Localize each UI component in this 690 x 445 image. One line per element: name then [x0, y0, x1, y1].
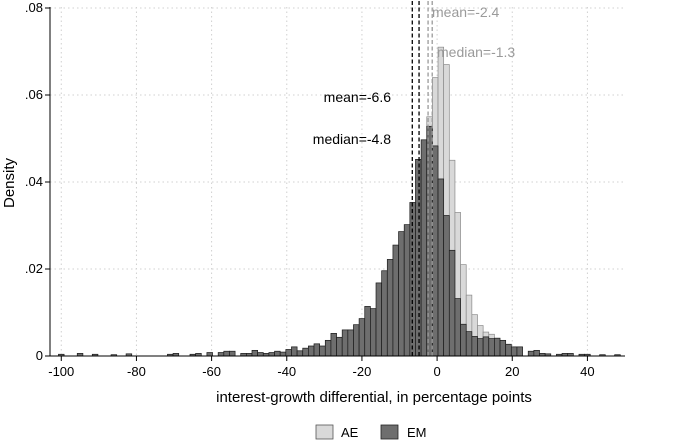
x-tick-label: 40 [580, 364, 594, 379]
em-histogram-bar [347, 329, 354, 357]
legend: AE EM [315, 424, 427, 440]
em-histogram-bar [527, 350, 535, 357]
em-histogram-bar [274, 350, 281, 357]
x-tick-label: 20 [505, 364, 519, 379]
x-axis-title: interest-growth differential, in percent… [216, 389, 532, 406]
em-histogram-bar [386, 259, 394, 357]
em-histogram-bar [403, 224, 411, 357]
y-tick-label: 0 [36, 348, 43, 363]
em-histogram-bar [392, 244, 399, 357]
em-histogram-bar [415, 159, 422, 357]
x-tick-label: -80 [127, 364, 146, 379]
em-histogram-bar [336, 336, 343, 357]
em-histogram-bar [302, 347, 309, 357]
em-histogram-bar [319, 345, 326, 357]
em-histogram-bar [482, 336, 490, 357]
legend-swatch-em [380, 424, 399, 440]
x-tick-label: -60 [202, 364, 221, 379]
grid-lines [50, 7, 625, 357]
em-histogram-bar [223, 350, 230, 357]
em-histogram-bar [494, 337, 501, 357]
em-histogram-bar [358, 318, 366, 357]
em-histogram-bar [206, 352, 213, 357]
em-histogram-bar [432, 145, 439, 357]
em-histogram-bar [370, 308, 377, 357]
em-histogram-bar [510, 346, 518, 357]
em-histogram-bar [375, 282, 383, 357]
em-histogram-bar [291, 346, 298, 357]
y-tick-label: .06 [25, 87, 43, 102]
em-histogram-bar [465, 331, 473, 357]
annotations: mean=-6.6 median=-4.8 mean=-2.4 median=-1.3 [313, 4, 516, 147]
em-histogram-bar [285, 349, 292, 357]
x-tick-label: -40 [277, 364, 296, 379]
x-tick-label: 0 [433, 364, 440, 379]
em-histogram-bar [516, 346, 523, 357]
em-histogram-bar [505, 343, 512, 357]
em-median-label: median=-4.8 [313, 131, 391, 147]
em-series-bars [58, 125, 621, 357]
em-histogram-bar [499, 339, 507, 357]
em-histogram-bar [533, 349, 540, 357]
em-histogram-bar [437, 178, 445, 357]
em-histogram-bar [454, 298, 461, 357]
reference-lines [411, 1, 433, 356]
y-axis-title: Density [1, 157, 18, 208]
em-histogram-bar [460, 323, 467, 357]
em-histogram-bar [364, 306, 371, 357]
legend-label-em: EM [407, 425, 427, 440]
em-histogram-bar [229, 350, 236, 357]
em-histogram-bar [217, 352, 225, 357]
em-histogram-bar [420, 139, 428, 357]
em-histogram-bar [268, 352, 275, 357]
y-tick-label: .08 [25, 0, 43, 15]
legend-swatch-ae [315, 424, 334, 440]
em-histogram-bar [341, 329, 349, 357]
ae-median-label: median=-1.3 [437, 44, 515, 60]
em-mean-label: mean=-6.6 [324, 89, 392, 105]
em-histogram-bar [398, 231, 405, 357]
em-histogram-bar [313, 343, 320, 357]
em-histogram-bar [279, 351, 287, 357]
legend-label-ae: AE [341, 425, 359, 440]
ae-mean-label: mean=-2.4 [432, 4, 500, 20]
em-histogram-bar [308, 345, 315, 357]
em-histogram-bar [330, 333, 337, 357]
y-tick-label: .02 [25, 261, 43, 276]
em-histogram-bar [477, 338, 484, 357]
em-histogram-bar [488, 338, 495, 357]
em-histogram-bar [257, 352, 264, 357]
em-histogram-bar [471, 336, 478, 357]
em-histogram-bar [443, 215, 450, 357]
x-tick-label: -100 [48, 364, 74, 379]
em-histogram-bar [324, 339, 332, 357]
em-histogram-bar [296, 350, 304, 357]
em-histogram-bar [353, 324, 360, 357]
em-histogram-bar [381, 270, 388, 357]
em-histogram-bar [448, 249, 456, 357]
x-tick-label: -20 [353, 364, 372, 379]
em-histogram-bar [251, 349, 258, 357]
y-tick-label: .04 [25, 174, 43, 189]
axes: 0 .02 .04 .06 .08 -100 -80 -60 -40 -20 0 20 40 [25, 0, 625, 379]
